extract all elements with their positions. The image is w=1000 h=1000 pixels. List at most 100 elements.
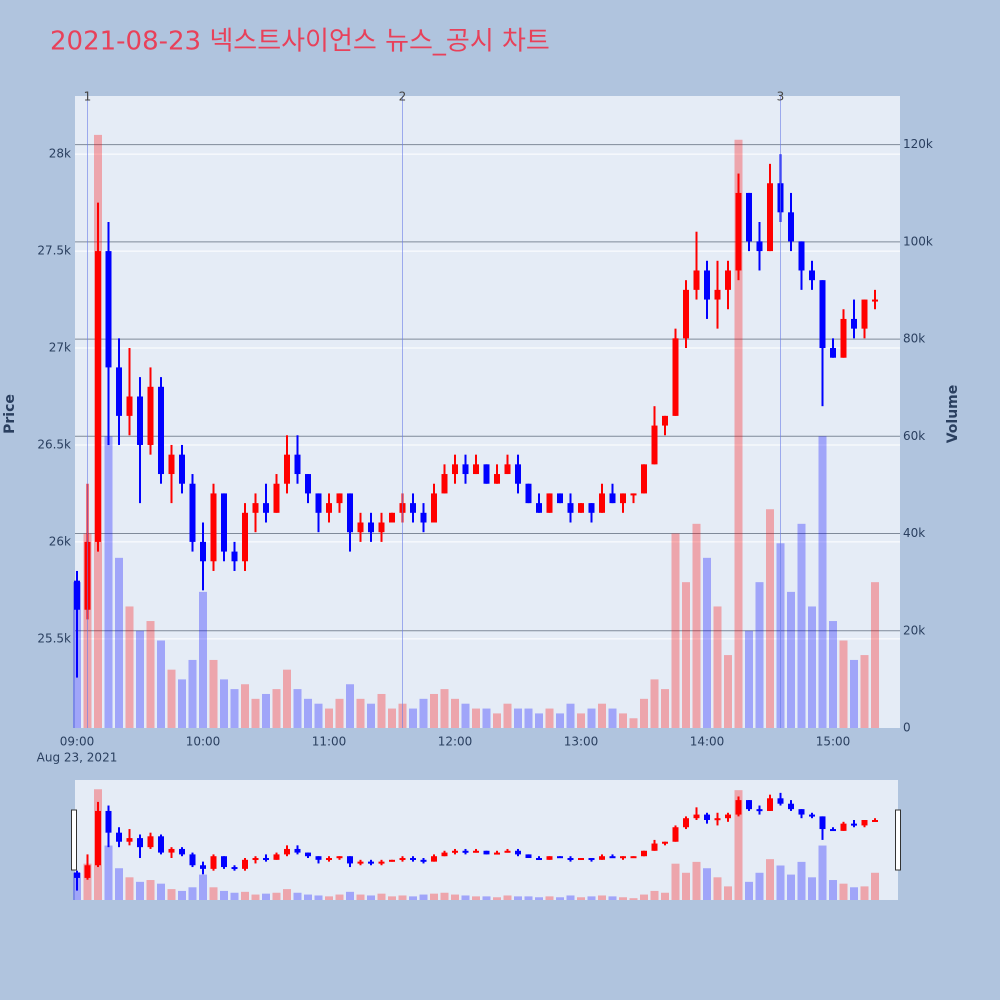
slider-candle-body	[557, 856, 563, 859]
slider-candle-body	[515, 850, 521, 855]
slider-volume-bar	[136, 881, 144, 900]
slider-volume-bar	[566, 895, 575, 900]
slider-volume-bar	[335, 894, 344, 900]
candle-body	[284, 454, 290, 484]
slider-volume-bar	[272, 892, 281, 900]
slider-candle-body	[777, 798, 784, 804]
y2-tick-label: 80k	[903, 332, 925, 346]
slider-candle-body	[210, 856, 217, 869]
slider-candle-body	[336, 856, 343, 859]
slider-candle-body	[567, 858, 574, 861]
slider-candle-body	[714, 818, 721, 821]
volume-bar	[241, 684, 249, 728]
candle-body	[210, 493, 217, 562]
slider-volume-bar	[220, 890, 228, 900]
volume-bar	[335, 698, 344, 728]
candle-body	[189, 483, 196, 542]
volume-bar	[367, 703, 375, 728]
volume-bar	[787, 591, 795, 728]
slider-candle-body	[819, 816, 826, 830]
x-tick-label: 15:00	[816, 735, 851, 749]
slider-candle-body	[861, 820, 868, 826]
x-tick-label: 13:00	[564, 735, 599, 749]
slider-volume-bar	[724, 886, 732, 900]
volume-bar	[440, 689, 449, 728]
slider-volume-bar	[314, 895, 323, 900]
slider-candle-body	[158, 836, 164, 853]
candle-body	[819, 280, 826, 349]
volume-bar	[419, 698, 428, 728]
slider-candle-body	[462, 850, 469, 853]
slider-candle-body	[294, 848, 301, 853]
candle-body	[767, 183, 773, 252]
slider-candle-body	[473, 850, 479, 853]
y-tick-label: 25.5k	[37, 631, 71, 645]
slider-candle-body	[95, 810, 101, 866]
candle-body	[368, 522, 374, 533]
slider-candle-body	[252, 858, 259, 861]
y2-tick-label: 120k	[903, 137, 933, 151]
slider-candle-body	[872, 820, 878, 823]
slider-volume-bar	[283, 889, 291, 900]
slider-volume-bar	[493, 897, 501, 900]
volume-bar	[377, 693, 386, 728]
volume-bar	[860, 655, 869, 728]
slider-candle-body	[798, 809, 805, 815]
candle-body	[546, 493, 553, 513]
slider-volume-bar	[661, 892, 669, 900]
volume-bar	[839, 640, 848, 728]
event-label: 3	[777, 90, 785, 104]
slider-volume-bar	[629, 898, 638, 900]
volume-bar	[451, 698, 459, 728]
candle-body	[861, 299, 868, 329]
slider-candle-body	[578, 858, 584, 861]
slider-candle-body	[651, 843, 658, 851]
slider-candle-body	[378, 861, 385, 864]
candle-body	[693, 270, 700, 290]
volume-bar	[346, 684, 354, 728]
candle-body	[378, 522, 385, 533]
candle-body	[651, 425, 658, 465]
slider-candle-body	[756, 809, 763, 812]
slider-volume-bar	[83, 863, 92, 900]
x-tick-label: 11:00	[312, 735, 347, 749]
volume-bar	[713, 606, 722, 728]
slider-volume-bar	[157, 883, 165, 900]
slider-candle-body	[105, 810, 112, 833]
slider-volume-bar	[692, 861, 701, 900]
slider-volume-bar	[514, 896, 522, 900]
slider-volume-bar	[346, 891, 354, 900]
slider-volume-bar	[682, 872, 690, 900]
volume-bar	[871, 582, 879, 728]
slider-candle-body	[452, 850, 458, 853]
candle-body	[830, 348, 836, 358]
slider-volume-bar	[860, 886, 869, 900]
volume-bar	[293, 689, 302, 728]
volume-bar	[503, 703, 512, 728]
slider-volume-bar	[545, 896, 554, 900]
volume-bar	[104, 436, 113, 728]
candle-body	[305, 474, 311, 494]
candle-body	[557, 493, 563, 504]
volume-bar	[724, 655, 732, 728]
slider-volume-bar	[146, 880, 155, 900]
candle-body	[231, 551, 238, 562]
slider-candle-body	[74, 872, 80, 878]
volume-bar	[157, 640, 165, 728]
candle-body	[515, 464, 521, 484]
candle-body	[567, 503, 574, 513]
slider-volume-bar	[188, 887, 197, 900]
volume-bar	[556, 713, 564, 728]
candle-body	[462, 464, 469, 475]
slider-volume-bar	[787, 874, 795, 900]
slider-volume-bar	[356, 894, 365, 900]
y2-axis-title: Volume	[945, 385, 961, 444]
slider-candle-body	[200, 865, 206, 869]
slider-candle-body	[389, 859, 395, 862]
slider-candle-body	[483, 850, 490, 855]
slider-volume-bar	[482, 896, 491, 900]
candle-body	[809, 270, 815, 281]
volume-bar	[745, 630, 753, 728]
y-tick-label: 27.5k	[37, 244, 71, 258]
